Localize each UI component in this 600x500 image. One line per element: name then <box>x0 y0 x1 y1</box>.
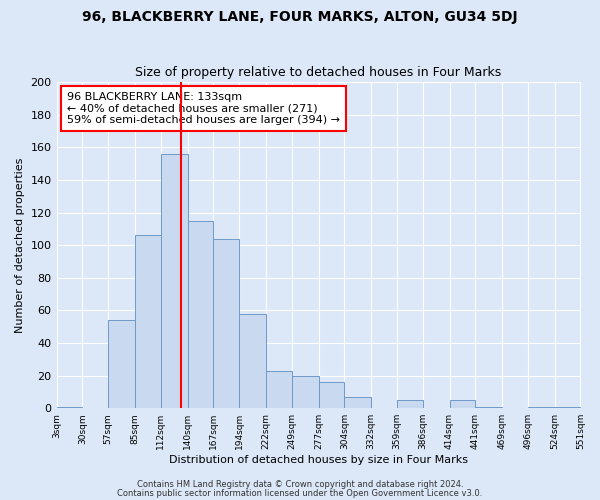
Bar <box>214 238 239 408</box>
Title: Size of property relative to detached houses in Four Marks: Size of property relative to detached ho… <box>136 66 502 80</box>
Bar <box>554 406 580 408</box>
Bar <box>319 382 344 408</box>
Bar <box>292 376 319 408</box>
Bar <box>397 400 423 408</box>
Bar <box>239 314 266 408</box>
Bar <box>161 154 188 408</box>
Text: 96, BLACKBERRY LANE, FOUR MARKS, ALTON, GU34 5DJ: 96, BLACKBERRY LANE, FOUR MARKS, ALTON, … <box>82 10 518 24</box>
Y-axis label: Number of detached properties: Number of detached properties <box>15 158 25 333</box>
Text: Contains public sector information licensed under the Open Government Licence v3: Contains public sector information licen… <box>118 488 482 498</box>
Text: 96 BLACKBERRY LANE: 133sqm
← 40% of detached houses are smaller (271)
59% of sem: 96 BLACKBERRY LANE: 133sqm ← 40% of deta… <box>67 92 340 125</box>
Bar <box>344 397 371 408</box>
Bar <box>449 400 475 408</box>
Bar <box>135 236 161 408</box>
Bar <box>266 370 292 408</box>
Bar <box>56 406 82 408</box>
Bar <box>108 320 135 408</box>
Bar <box>188 220 214 408</box>
X-axis label: Distribution of detached houses by size in Four Marks: Distribution of detached houses by size … <box>169 455 468 465</box>
Text: Contains HM Land Registry data © Crown copyright and database right 2024.: Contains HM Land Registry data © Crown c… <box>137 480 463 489</box>
Bar <box>475 406 502 408</box>
Bar <box>528 406 554 408</box>
